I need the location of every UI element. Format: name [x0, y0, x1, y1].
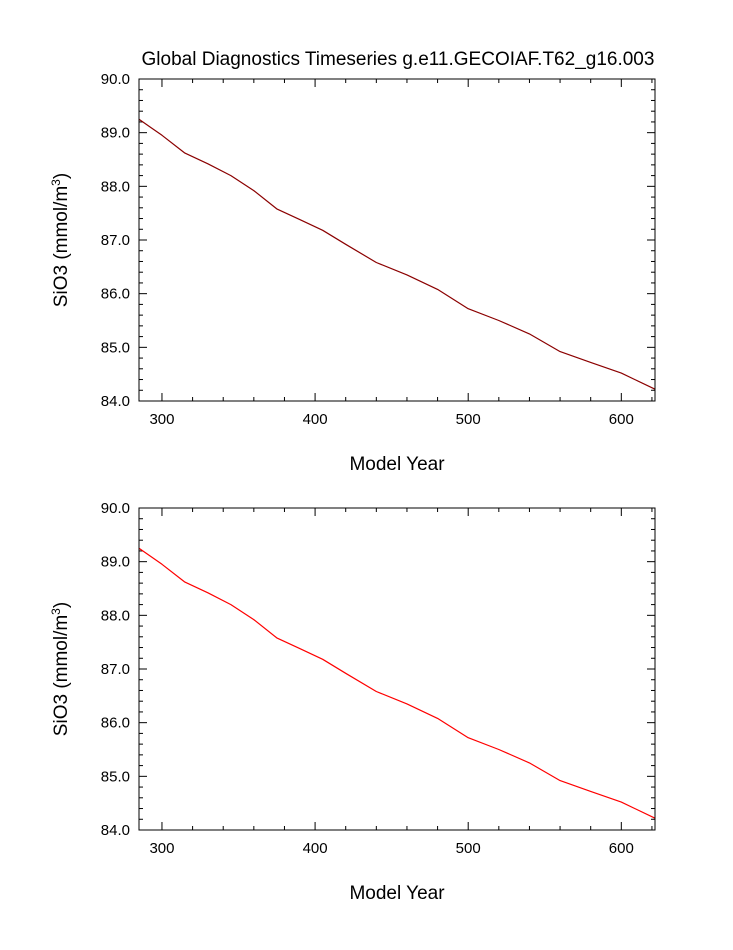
plot-frame [138, 78, 656, 402]
y-tick-label: 89.0 [101, 554, 130, 571]
x-tick-label: 600 [609, 840, 634, 857]
y-tick-label: 84.0 [101, 393, 130, 410]
x-tick-label: 300 [149, 840, 174, 857]
x-tick-label: 500 [456, 411, 481, 428]
x-axis-label: Model Year [349, 883, 445, 904]
y-axis-label: SiO3 (mmol/m3) [49, 602, 72, 736]
y-tick-label: 90.0 [101, 500, 130, 517]
bottom-panel: 300 400 500 600 84.0 85.0 86.0 87.0 88.0 89.0 90.0… [49, 500, 656, 904]
x-tick-label: 300 [149, 411, 174, 428]
y-axis-label: SiO3 (mmol/m3) [49, 173, 72, 307]
x-tick-label: 400 [303, 840, 328, 857]
series-line [138, 118, 656, 390]
top-panel: 300 400 500 600 84.0 85.0 86.0 87.0 88.0 89.0 90.0… [49, 71, 656, 475]
y-tick-label: 87.0 [101, 232, 130, 249]
y-tick-label: 86.0 [101, 715, 130, 732]
x-tick-label: 400 [303, 411, 328, 428]
y-tick-label: 85.0 [101, 339, 130, 356]
series-line [138, 547, 656, 819]
figure-title: Global Diagnostics Timeseries g.e11.GECO… [142, 49, 655, 70]
x-tick-label: 500 [456, 840, 481, 857]
plot-frame [138, 507, 656, 831]
x-tick-label: 600 [609, 411, 634, 428]
x-axis-label: Model Year [349, 454, 445, 475]
y-tick-label: 87.0 [101, 661, 130, 678]
y-tick-label: 88.0 [101, 607, 130, 624]
y-tick-label: 89.0 [101, 125, 130, 142]
y-tick-label: 86.0 [101, 286, 130, 303]
y-tick-label: 84.0 [101, 822, 130, 839]
y-tick-label: 85.0 [101, 768, 130, 785]
y-tick-label: 90.0 [101, 71, 130, 88]
y-tick-label: 88.0 [101, 178, 130, 195]
